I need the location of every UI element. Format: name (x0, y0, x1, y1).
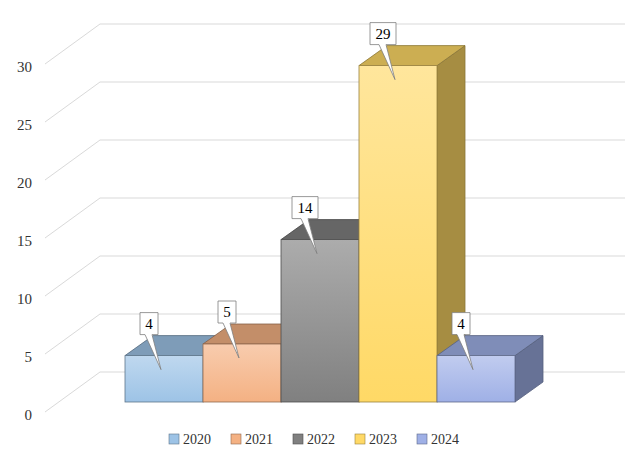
legend-label: 2021 (245, 432, 273, 447)
bar (203, 344, 281, 402)
grid (45, 24, 625, 412)
data-label: 29 (370, 23, 396, 80)
data-label: 4 (140, 313, 161, 370)
y-tick-label: 15 (17, 233, 32, 249)
legend: 2020 2021 2022 2023 2024 (169, 432, 459, 447)
bar-3d (437, 336, 543, 402)
bar-top (437, 336, 543, 356)
data-label-text: 4 (145, 316, 153, 332)
grid-line (45, 140, 625, 180)
data-label-text: 29 (376, 26, 391, 42)
y-tick-label: 10 (17, 291, 32, 307)
bars (125, 46, 543, 402)
bar (125, 356, 203, 402)
legend-swatch (169, 434, 179, 444)
grid-line (45, 24, 625, 64)
callout (292, 197, 318, 254)
bar (281, 240, 359, 402)
legend-swatch (231, 434, 241, 444)
y-tick-label: 20 (17, 175, 32, 191)
legend-label: 2024 (431, 432, 459, 447)
chart: 0 5 10 15 20 25 30 4 5 14 29 4 2020 2021 2022 2023 2024 (0, 0, 640, 465)
grid-line (45, 82, 625, 122)
callout (218, 301, 239, 358)
callout (140, 313, 161, 370)
callout (452, 313, 473, 370)
callout (370, 23, 396, 80)
legend-swatch (355, 434, 365, 444)
data-label: 14 (292, 197, 318, 254)
y-tick-label: 30 (17, 59, 32, 75)
data-label-text: 4 (457, 316, 465, 332)
data-labels: 4 5 14 29 4 (140, 23, 473, 370)
data-label: 5 (218, 301, 239, 358)
legend-label: 2020 (183, 432, 211, 447)
legend-label: 2022 (307, 432, 335, 447)
data-label-text: 14 (298, 200, 314, 216)
data-label-text: 5 (223, 304, 231, 320)
y-tick-label: 0 (25, 407, 33, 423)
data-label: 4 (452, 313, 473, 370)
bar (437, 356, 515, 402)
y-tick-label: 25 (17, 117, 32, 133)
legend-swatch (417, 434, 427, 444)
legend-swatch (293, 434, 303, 444)
bar-top (359, 46, 465, 66)
bar (359, 66, 437, 402)
y-tick-label: 5 (25, 349, 33, 365)
legend-label: 2023 (369, 432, 397, 447)
